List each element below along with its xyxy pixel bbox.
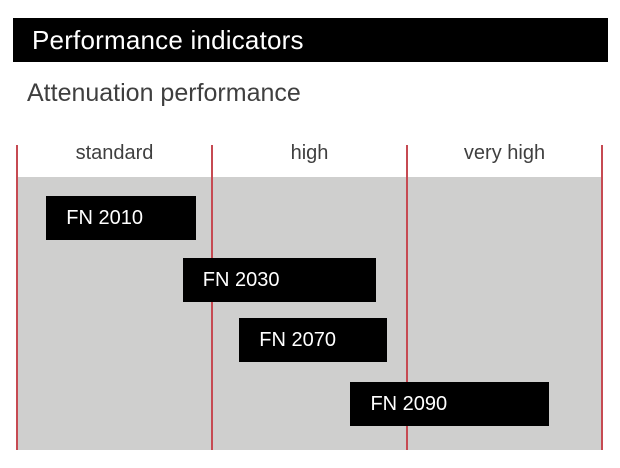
- range-bar-fn-2090: FN 2090: [350, 382, 550, 426]
- range-bar-fn-2010: FN 2010: [46, 196, 197, 240]
- range-bar-fn-2070: FN 2070: [239, 318, 388, 362]
- chart-subtitle: Attenuation performance: [27, 79, 301, 107]
- page-title: Performance indicators: [32, 24, 304, 55]
- category-boundary-gridline: [406, 145, 408, 450]
- category-label-high: high: [290, 142, 329, 164]
- bar-label: FN 2070: [259, 328, 337, 351]
- bar-label: FN 2090: [370, 392, 448, 415]
- category-boundary-gridline: [601, 145, 603, 450]
- category-label-very-high: very high: [463, 142, 546, 164]
- category-label-standard: standard: [75, 142, 154, 164]
- category-boundary-gridline: [16, 145, 18, 450]
- title-bar: Performance indicators: [13, 18, 608, 62]
- bar-label: FN 2030: [202, 268, 280, 291]
- bar-label: FN 2010: [66, 206, 143, 229]
- range-bar-fn-2030: FN 2030: [182, 258, 376, 302]
